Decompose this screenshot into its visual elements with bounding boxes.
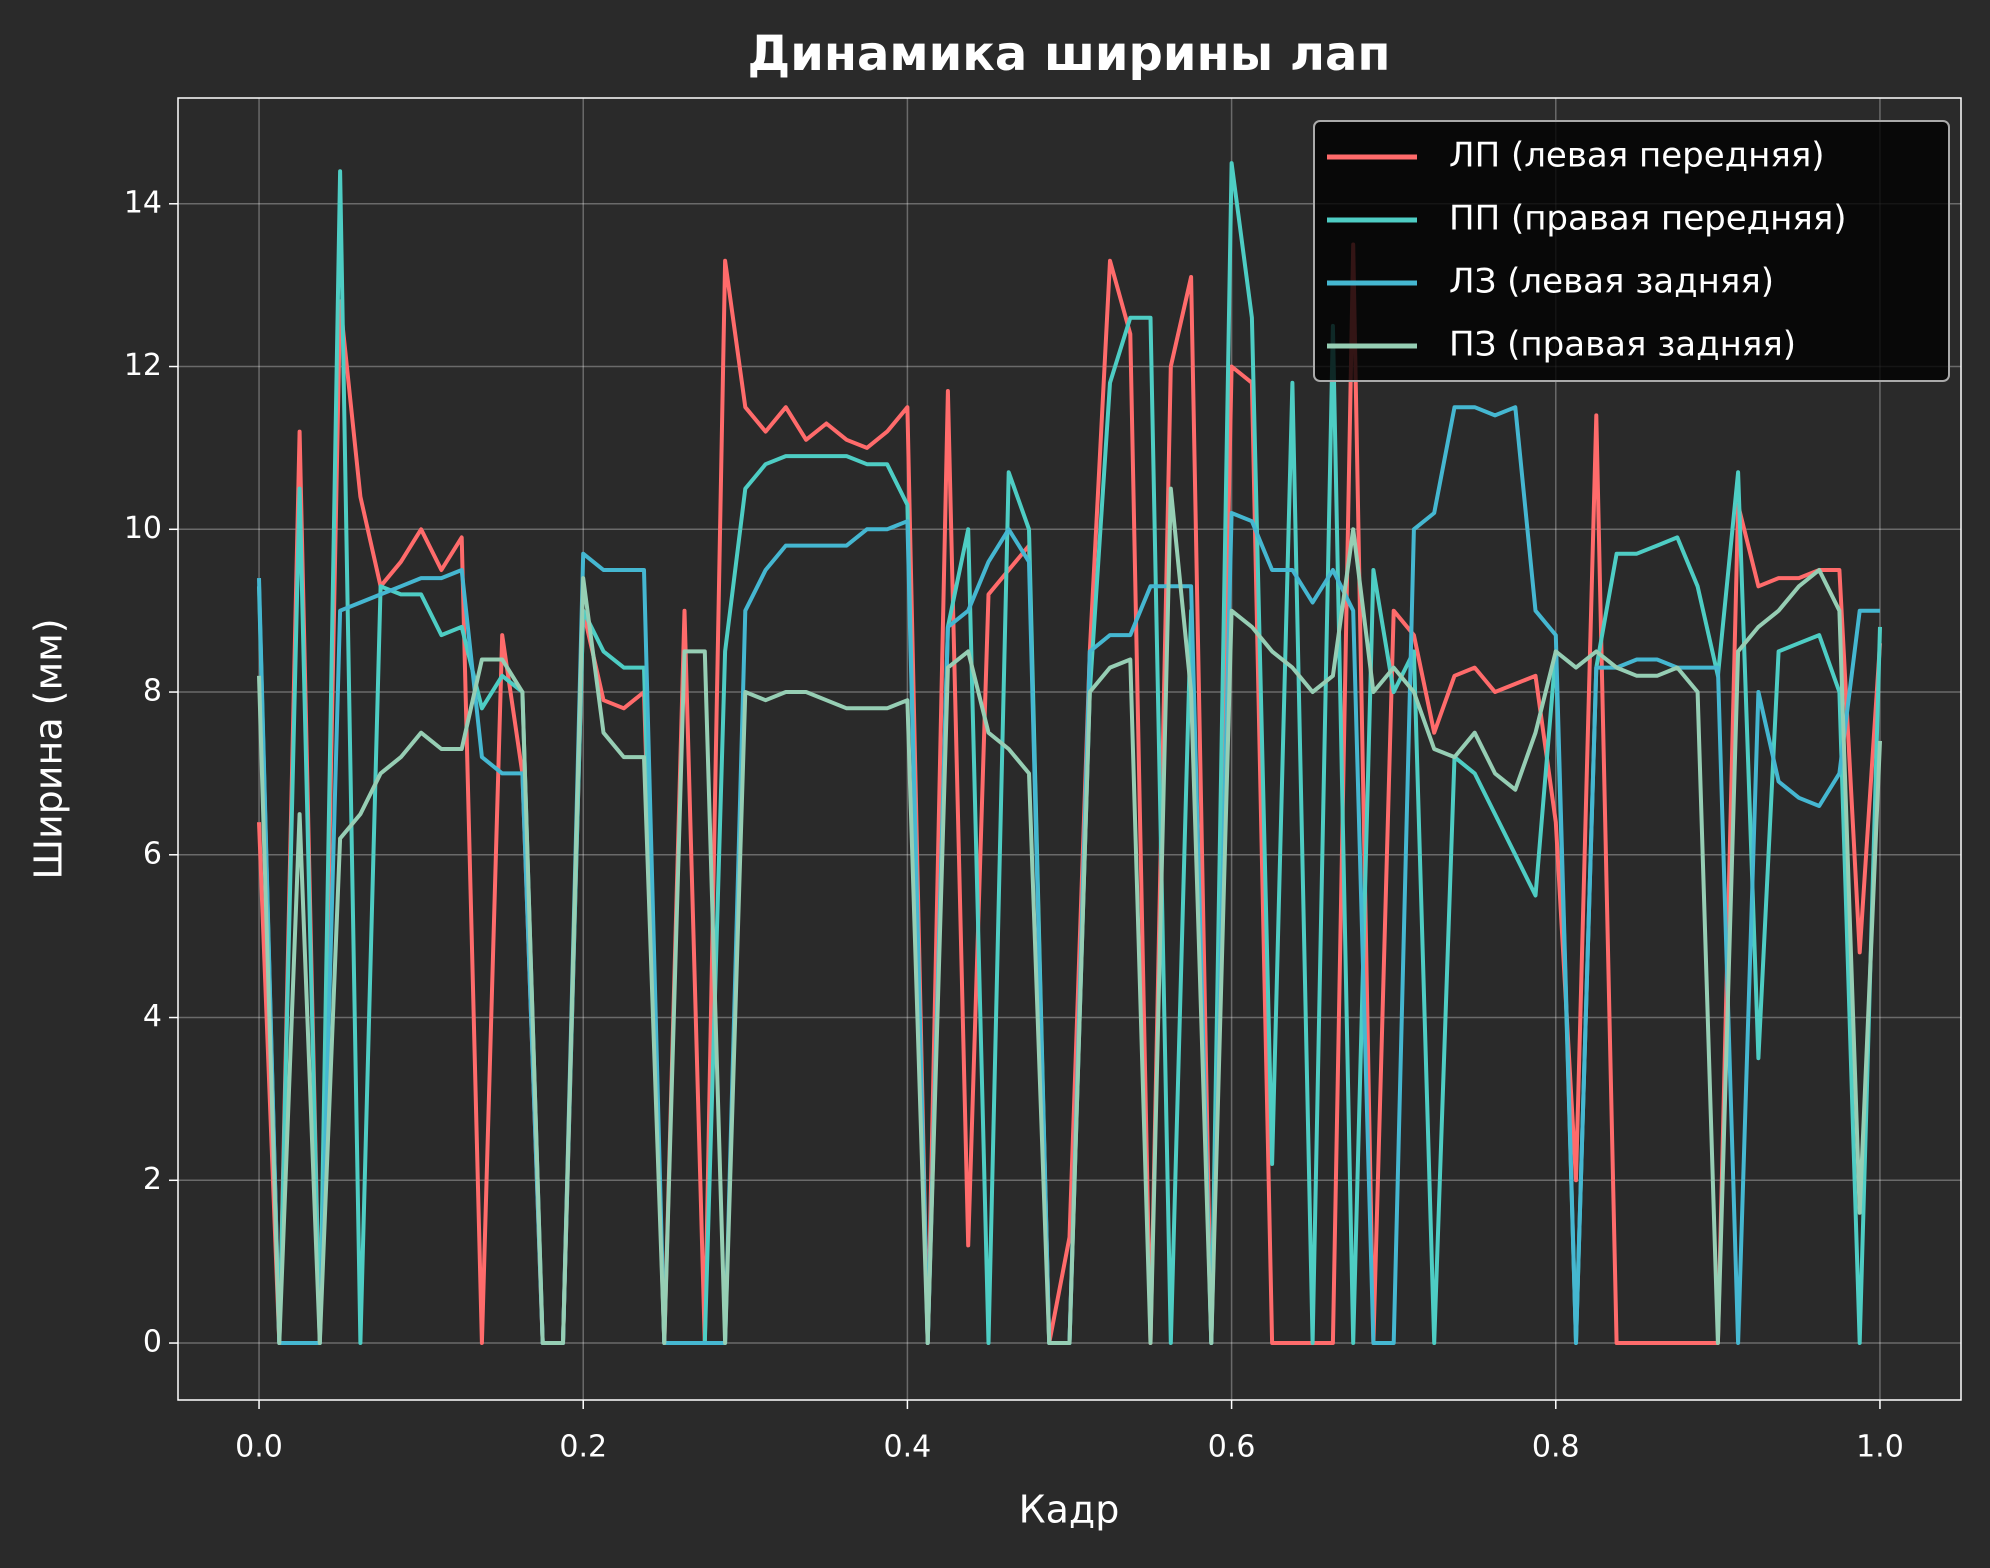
x-tick-label: 0.2: [559, 1430, 607, 1465]
axes-frame: [177, 97, 1962, 1401]
x-tick-label: 0.4: [884, 1430, 932, 1465]
data-line: [257, 486, 1882, 1345]
y-tick-label: 0: [143, 1325, 162, 1360]
x-tick-label: 0.0: [235, 1430, 283, 1465]
x-tick-label: 0.6: [1208, 1430, 1256, 1465]
x-tick-label: 1.0: [1856, 1430, 1904, 1465]
y-tick-label: 8: [143, 674, 162, 709]
y-tick-label: 6: [143, 836, 162, 871]
y-tick-label: 10: [124, 511, 162, 546]
legend-label: ПЗ (правая задняя): [1449, 325, 1796, 365]
x-tick-label: 0.8: [1532, 1430, 1580, 1465]
legend-label: ЛП (левая передняя): [1449, 136, 1825, 176]
legend-label: ПП (правая передняя): [1449, 199, 1847, 239]
legend-box: [1313, 120, 1950, 382]
y-tick-label: 12: [124, 348, 162, 383]
y-tick-label: 4: [143, 999, 162, 1034]
x-axis-label: Кадр: [1019, 1488, 1120, 1532]
y-tick-label: 2: [143, 1162, 162, 1197]
y-tick-label: 14: [124, 185, 162, 220]
legend: ЛП (левая передняя) ПП (правая передняя) Л…: [1313, 120, 1950, 382]
y-axis-label: Ширина (мм): [27, 618, 71, 879]
chart-title: Динамика ширины лап: [747, 26, 1390, 82]
legend-label: ЛЗ (левая задняя): [1449, 262, 1774, 302]
